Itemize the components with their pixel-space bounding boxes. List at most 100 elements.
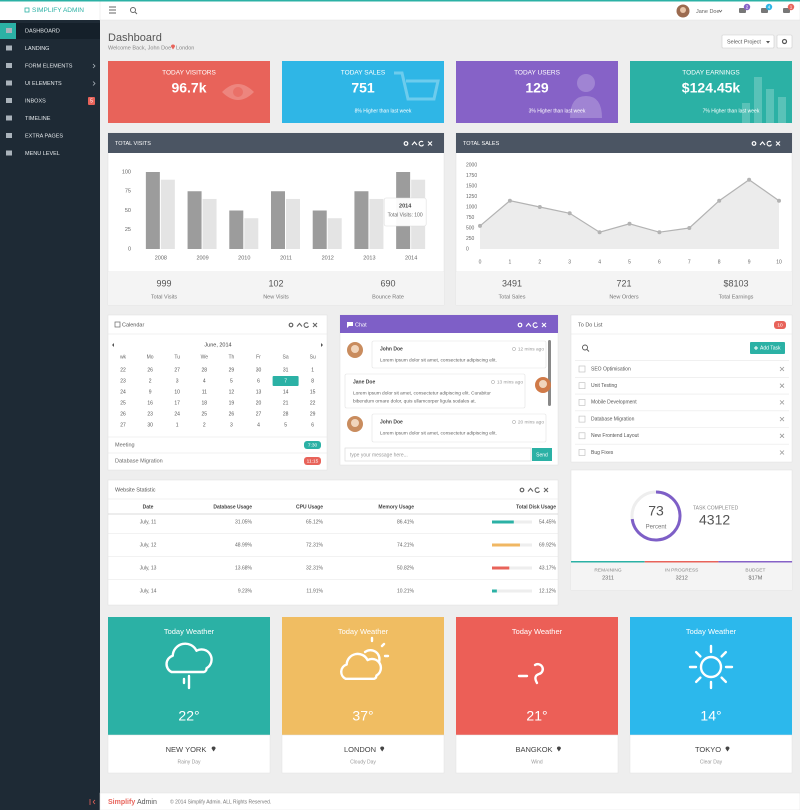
todo-checkbox[interactable]: [578, 415, 586, 423]
notification-icon[interactable]: [783, 8, 790, 13]
todo-remove[interactable]: [779, 433, 785, 439]
todo-remove[interactable]: [779, 450, 785, 455]
menu-item[interactable]: FORM ELEMENTS: [25, 63, 73, 69]
calendar-day[interactable]: 31: [283, 367, 289, 373]
panel: [107, 479, 559, 606]
calendar-day[interactable]: 26: [147, 367, 153, 373]
calendar-day[interactable]: 30: [256, 367, 262, 373]
add-task-text[interactable]: Add Task: [760, 346, 781, 352]
calendar-day[interactable]: 1: [311, 367, 314, 373]
calendar-day[interactable]: 2: [203, 422, 206, 428]
menu-item[interactable]: EXTRA PAGES: [25, 133, 63, 139]
notification-icon[interactable]: [761, 8, 768, 13]
table-cell: 10.21%: [397, 588, 415, 594]
settings-button[interactable]: [776, 34, 793, 49]
calendar-day[interactable]: 29: [310, 411, 316, 417]
user-name[interactable]: Jane Doe: [696, 9, 720, 15]
stat-deco: [233, 87, 243, 97]
todo-search: [582, 344, 588, 351]
calendar-day[interactable]: 18: [202, 400, 208, 406]
calendar-day[interactable]: 14: [283, 389, 289, 395]
calendar-day[interactable]: 2: [149, 378, 152, 384]
y-tick-label: 2000: [466, 162, 477, 168]
todo-checkbox[interactable]: [578, 432, 586, 440]
todo-remove[interactable]: [779, 400, 785, 405]
chat-clock: [512, 420, 516, 424]
menu-item[interactable]: TIMELINE: [25, 116, 51, 122]
calendar-day[interactable]: 25: [202, 411, 208, 417]
x-tick-label: 10: [776, 259, 782, 265]
x-tick-label: 2: [538, 259, 541, 265]
calendar-day[interactable]: 21: [283, 400, 289, 406]
sidebar-collapse-icon: [89, 799, 96, 805]
select-project[interactable]: [721, 34, 775, 49]
calendar-day[interactable]: 9: [149, 389, 152, 395]
menu-item[interactable]: INBOXS: [25, 98, 46, 104]
calendar-day[interactable]: 26: [229, 411, 235, 417]
weather-temp: 22°: [178, 708, 199, 724]
calendar-day[interactable]: 8: [311, 378, 314, 384]
todo-checkbox[interactable]: [578, 399, 586, 406]
menu-item[interactable]: MENU LEVEL: [25, 151, 60, 157]
weather-icon: [517, 662, 544, 685]
calendar-day[interactable]: 5: [284, 422, 287, 428]
x-tick-label: 2011: [280, 255, 292, 261]
event-label: Meeting: [115, 442, 135, 448]
select-project-text[interactable]: Select Project: [727, 39, 761, 45]
menu-item[interactable]: DASHBOARD: [25, 28, 60, 34]
calendar-day[interactable]: 7: [284, 378, 287, 384]
notification-count: 2: [746, 4, 749, 9]
calendar-day[interactable]: 12: [229, 389, 235, 395]
calendar-day[interactable]: 5: [230, 378, 233, 384]
calendar-day[interactable]: 27: [256, 411, 262, 417]
calendar-day[interactable]: 1: [176, 422, 179, 428]
disk-bar: [492, 589, 497, 593]
calendar-day[interactable]: 28: [202, 367, 208, 373]
calendar-day[interactable]: 3: [176, 378, 179, 384]
add-task-button[interactable]: [750, 342, 785, 354]
calendar-day[interactable]: 6: [311, 422, 314, 428]
task-footer-value: $17M: [749, 575, 763, 581]
todo-remove[interactable]: [779, 383, 785, 388]
weather-temp: 14°: [700, 708, 721, 724]
calendar-day[interactable]: 10: [174, 389, 180, 395]
calendar-day[interactable]: 4: [257, 422, 260, 428]
calendar-day[interactable]: 16: [147, 400, 153, 406]
chat-input[interactable]: [344, 447, 532, 462]
calendar-day[interactable]: 22: [310, 400, 316, 406]
calendar-day[interactable]: 28: [283, 411, 289, 417]
calendar-day[interactable]: 17: [174, 400, 180, 406]
calendar-day[interactable]: 30: [147, 422, 153, 428]
calendar-day[interactable]: 3: [230, 422, 233, 428]
task-footer: [571, 561, 792, 590]
sales-point: [747, 177, 752, 182]
calendar-day[interactable]: 29: [229, 367, 235, 373]
chat-placeholder[interactable]: type your message here...: [350, 452, 408, 458]
calendar-day[interactable]: 13: [256, 389, 262, 395]
calendar-day[interactable]: 23: [147, 411, 153, 417]
todo-checkbox[interactable]: [578, 449, 586, 456]
send-button-text[interactable]: Send: [536, 452, 548, 458]
stat-card: [282, 61, 444, 123]
calendar-weekday: Fr: [256, 354, 261, 360]
calendar-day[interactable]: 11: [202, 389, 207, 395]
todo-remove[interactable]: [779, 366, 785, 372]
calendar-day[interactable]: 4: [203, 378, 206, 384]
disk-track: [492, 589, 532, 593]
calendar-day[interactable]: 6: [257, 378, 260, 384]
calendar-day[interactable]: 24: [174, 411, 180, 417]
todo-checkbox[interactable]: [578, 365, 586, 373]
table-header: Date: [143, 504, 154, 510]
todo-remove[interactable]: [779, 416, 785, 422]
send-button[interactable]: [532, 448, 552, 461]
calendar-day[interactable]: 15: [310, 389, 316, 395]
calendar-day[interactable]: 27: [174, 367, 180, 373]
calendar-day[interactable]: 19: [229, 400, 235, 406]
search-icon: [130, 7, 136, 13]
notification-icon[interactable]: [739, 8, 746, 13]
menu-item[interactable]: UI ELEMENTS: [25, 81, 62, 87]
x-tick-label: 2009: [196, 255, 208, 261]
menu-item[interactable]: LANDING: [25, 46, 49, 52]
todo-checkbox[interactable]: [578, 382, 586, 390]
calendar-day[interactable]: 20: [256, 400, 262, 406]
